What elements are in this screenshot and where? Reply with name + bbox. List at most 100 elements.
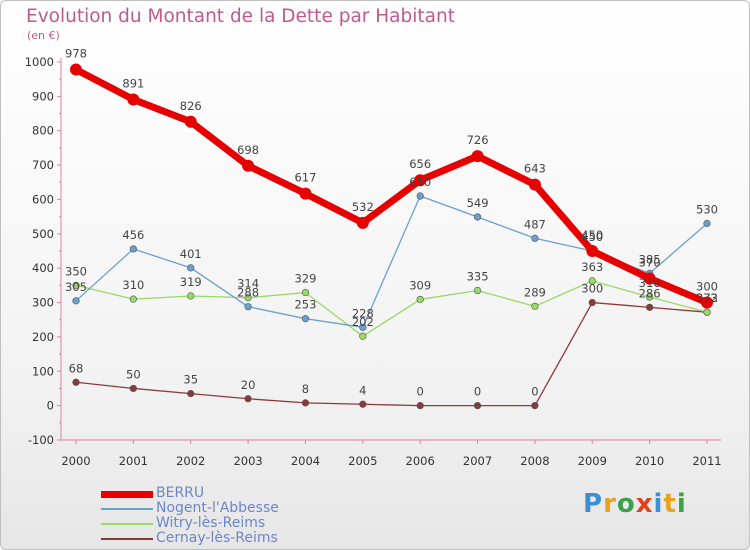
series-line [72,66,711,307]
data-label: 8 [302,382,309,396]
data-label: 643 [524,162,546,176]
data-point [359,400,367,408]
data-point [187,264,195,272]
data-label: 487 [524,217,546,231]
data-label: 456 [122,228,144,242]
x-tick-label: 2005 [348,454,377,468]
data-point [299,187,312,200]
data-label: 530 [696,203,718,217]
data-label: 450 [581,228,603,242]
data-point [473,213,482,221]
x-tick-label: 2001 [119,454,148,468]
legend-label: Witry-lès-Reims [156,515,266,531]
y-tick-label: 1000 [25,55,54,69]
data-point [359,332,367,340]
data-label: 202 [352,315,374,329]
data-label: 300 [581,282,603,296]
chart-title: Evolution du Montant de la Dette par Hab… [26,6,455,27]
data-label: 228 [352,306,374,320]
data-point [244,294,252,302]
data-point [531,234,539,242]
data-point [646,293,654,301]
data-point [187,390,195,398]
legend-label: Nogent-l'Abbesse [156,500,279,516]
x-tick-label: 2006 [406,454,435,468]
data-point [414,174,427,187]
data-point [473,402,482,410]
data-label: 35 [183,373,198,387]
data-label: 370 [639,255,661,269]
y-tick-label: 0 [47,399,54,413]
data-label: 617 [294,171,316,185]
data-label: 300 [696,280,718,294]
data-point [244,395,252,403]
data-point [643,272,656,285]
y-tick-label: 500 [32,227,54,241]
data-point [473,286,482,295]
data-point [301,288,310,297]
data-point [129,245,137,253]
data-point [359,323,367,331]
data-label: 289 [524,285,546,299]
data-label: 335 [467,270,489,284]
data-label: 610 [409,175,431,189]
data-point [588,298,596,307]
data-label: 309 [409,278,431,292]
x-tick-label: 2002 [176,454,205,468]
y-tick-label: 300 [32,296,54,310]
data-label: 319 [180,275,202,289]
data-label: 726 [467,133,489,147]
data-label: 273 [696,291,718,305]
data-label: 532 [352,200,374,214]
data-point [528,178,541,191]
data-label: 314 [237,277,259,291]
y-tick-label: 200 [32,330,54,344]
series-line [75,280,708,337]
data-point [588,277,596,285]
y-tick-label: 800 [32,124,54,138]
chart-unit: (en €) [27,29,60,42]
data-point [70,63,82,76]
data-point [416,402,424,410]
data-label: 385 [639,252,661,266]
data-point [416,295,424,304]
data-label: 698 [237,143,259,157]
data-point [127,93,140,106]
legend-swatch [101,538,153,540]
y-tick-label: 400 [32,261,54,275]
data-label: 826 [180,99,202,113]
data-point [242,159,255,172]
data-point [703,308,711,316]
series-line [75,301,708,407]
data-point [184,115,197,128]
data-point [356,216,369,229]
data-label: 0 [531,385,538,399]
legend-swatch [101,508,153,510]
data-point [701,296,713,309]
data-point [129,384,137,393]
x-tick-label: 2011 [692,454,721,468]
data-label: 401 [180,247,202,261]
data-point [416,192,424,200]
data-label: 253 [294,298,316,312]
data-label: 288 [237,286,259,300]
data-point [531,302,539,310]
data-label: 50 [126,367,141,381]
data-label: 450 [581,230,603,244]
x-tick-label: 2008 [520,454,549,468]
y-tick-label: 600 [32,192,54,206]
data-label: 350 [65,264,87,278]
data-label: 286 [639,286,661,300]
data-label: 305 [65,280,87,294]
legend-swatch [101,490,153,498]
data-label: 978 [65,47,87,61]
y-tick-label: 700 [32,158,54,172]
data-point [72,378,80,386]
data-label: 549 [467,196,489,210]
y-tick-label: 900 [32,89,54,103]
data-label: 20 [241,378,256,392]
proxiti-logo: Proxiti [583,489,687,519]
data-label: 316 [639,276,661,290]
